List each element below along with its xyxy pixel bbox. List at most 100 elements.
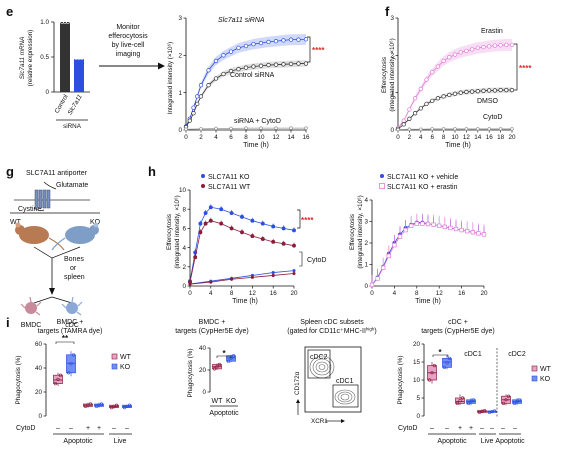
- box-point: [217, 362, 222, 367]
- data-point: [448, 225, 453, 231]
- svg-text:SLC7A11 KO + erastin: SLC7A11 KO + erastin: [387, 184, 458, 191]
- i4-chart: 0 5 10 15 20: [413, 341, 522, 420]
- box-point: [53, 382, 58, 386]
- y-tick-label: 40: [35, 365, 43, 372]
- data-point: [203, 211, 208, 215]
- f-legend-erastin: Erastin: [481, 28, 503, 35]
- data-point: [452, 91, 458, 96]
- data-point: [236, 45, 241, 51]
- x-tick-label: 16: [270, 290, 278, 297]
- data-point: [271, 273, 275, 277]
- x-tick-label: 10: [451, 134, 459, 141]
- h-left-ylabel-2: (integrated intensity, ×10⁶): [174, 195, 181, 268]
- box-point: [427, 378, 432, 382]
- y-tick-label: 8: [182, 206, 186, 213]
- svg-text:SLC7A11 KO + vehicle: SLC7A11 KO + vehicle: [387, 174, 458, 181]
- f-ylabel-1: Efferocytosis: [381, 57, 388, 93]
- box-point: [127, 403, 132, 407]
- data-point: [250, 234, 255, 239]
- svg-text:0.5: 0.5: [40, 54, 49, 61]
- h-right-legend: SLC7A11 KO + vehicle SLC7A11 KO + erasti…: [379, 174, 458, 191]
- i1-sig: **: [55, 334, 75, 344]
- x-tick-label: 0: [184, 134, 188, 141]
- data-point: [424, 77, 429, 82]
- data-point: [419, 127, 423, 132]
- svg-text:cDC1: cDC1: [336, 378, 354, 385]
- data-point: [219, 207, 224, 212]
- data-point: [430, 98, 435, 104]
- h-left-legend: SLC7A11 KO SLC7A11 WT: [201, 174, 251, 191]
- data-point: [414, 221, 419, 226]
- i4-legend: WT KO: [531, 365, 552, 383]
- x-tick-label: 8: [415, 290, 419, 297]
- x-tick-label: 12: [249, 290, 257, 297]
- e-bar-group-label: siRNA: [63, 123, 82, 130]
- e-legend-control: Control siRNA: [230, 72, 275, 79]
- data-point: [452, 52, 458, 57]
- h-left-xlabel: Time (h): [232, 298, 258, 305]
- x-tick-label: 4: [214, 134, 218, 141]
- box-point: [215, 365, 219, 369]
- data-point: [401, 118, 406, 123]
- svg-text:+: +: [469, 425, 473, 432]
- i4-title-1: cDC +: [448, 319, 468, 326]
- f-ylabel-2: (integrated intensity, ×10⁶): [389, 38, 396, 111]
- data-point: [458, 90, 463, 95]
- data-point: [396, 127, 400, 132]
- x-tick-label: 12: [463, 134, 471, 141]
- data-point: [381, 265, 386, 270]
- data-point: [437, 223, 442, 228]
- y-tick-label: 6: [182, 226, 186, 233]
- data-point: [481, 88, 486, 93]
- data-point: [498, 87, 503, 93]
- data-point: [230, 277, 234, 281]
- data-point: [435, 64, 441, 69]
- data-point: [504, 87, 509, 93]
- data-point: [403, 227, 408, 233]
- i4-title-2: targets (CypHer5E dye): [421, 328, 495, 335]
- data-point: [258, 40, 264, 46]
- data-point: [465, 229, 470, 234]
- data-point: [281, 241, 286, 246]
- h-right-xlabel: Time (h): [415, 298, 441, 305]
- data-point: [198, 230, 203, 235]
- box-point: [460, 396, 465, 400]
- e-bar-slc7a11: [74, 59, 84, 92]
- e-line-xlabel: Time (h): [243, 142, 269, 149]
- x-tick-label: 20: [290, 290, 298, 297]
- data-point: [191, 105, 196, 110]
- f-legend-cytod: CytoD: [483, 114, 502, 121]
- y-tick-label: 4: [182, 245, 186, 252]
- e-arrow: Monitor efferocytosis by live-cell imagi…: [99, 24, 165, 70]
- data-point: [260, 221, 265, 226]
- y-tick-label: 20: [35, 389, 43, 396]
- x-tick-label: 0: [396, 134, 400, 141]
- x-tick-label: 0: [370, 290, 374, 297]
- svg-text:SLC7A11 KO: SLC7A11 KO: [208, 174, 250, 181]
- data-point: [240, 214, 244, 219]
- x-tick-label: 12: [272, 134, 280, 141]
- svg-text:CytoD: CytoD: [16, 425, 35, 432]
- data-point: [213, 76, 219, 81]
- y-tick-label: 0: [178, 127, 182, 134]
- data-point: [397, 234, 403, 239]
- data-point: [209, 280, 213, 284]
- box-point: [122, 406, 127, 410]
- data-point: [447, 92, 452, 98]
- i3-flow-plot: cDC2 cDC1 CD172α XCR1: [294, 346, 362, 425]
- y-tick-label: 0: [202, 389, 206, 396]
- series-line: [189, 273, 295, 285]
- svg-text:****: ****: [312, 46, 325, 55]
- h-cytod-label: CytoD: [307, 257, 326, 264]
- data-point: [266, 39, 271, 45]
- svg-text:*: *: [222, 349, 226, 358]
- svg-text:KO: KO: [120, 364, 131, 371]
- data-point: [288, 61, 294, 67]
- svg-text:+: +: [97, 425, 101, 432]
- y-tick-label: 20: [413, 341, 421, 348]
- data-point: [442, 224, 447, 230]
- box-point: [517, 398, 522, 402]
- data-point: [214, 126, 218, 131]
- y-tick-label: 1: [178, 90, 182, 97]
